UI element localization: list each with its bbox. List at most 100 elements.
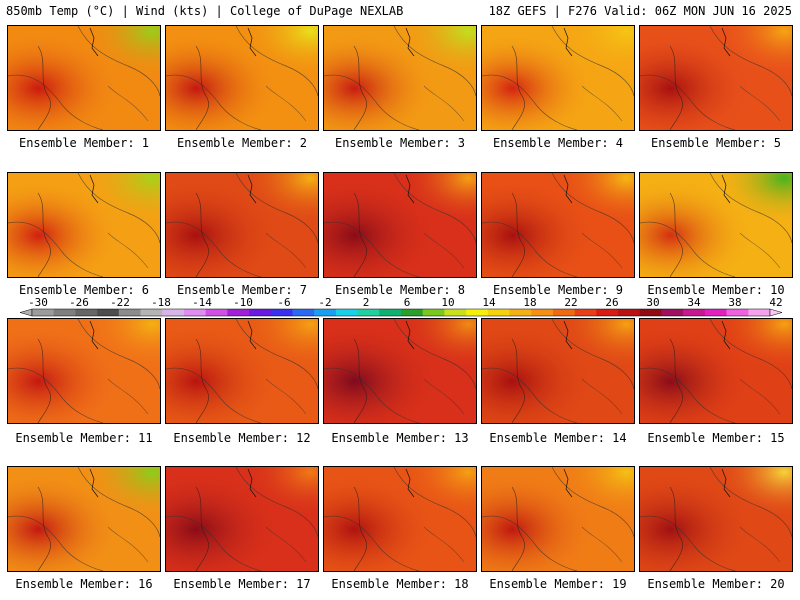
map-panel-3 xyxy=(323,25,477,131)
map-panel-2 xyxy=(165,25,319,131)
temperature-field xyxy=(324,173,476,277)
map-panel-18 xyxy=(323,466,477,572)
colorbar-segment xyxy=(162,309,185,316)
map-panel-17 xyxy=(165,466,319,572)
colorbar-segment xyxy=(75,309,98,316)
temperature-field xyxy=(166,467,318,571)
temperature-field xyxy=(640,26,792,130)
colorbar-tick-label: 30 xyxy=(646,296,659,309)
temperature-field xyxy=(8,26,160,130)
title-left: 850mb Temp (°C) | Wind (kts) | College o… xyxy=(6,4,404,18)
colorbar-segment xyxy=(704,309,727,316)
map-panel-14 xyxy=(481,318,635,424)
colorbar-tick-label: 34 xyxy=(687,296,701,309)
map-panel-16 xyxy=(7,466,161,572)
colorbar-tick-label: 42 xyxy=(769,296,782,309)
colorbar-segment xyxy=(748,309,771,316)
colorbar-segment xyxy=(357,309,380,316)
ensemble-member-label: Ensemble Member: 6 xyxy=(18,283,150,297)
map-panel-1 xyxy=(7,25,161,131)
map-panel-10 xyxy=(639,172,793,278)
colorbar-segment xyxy=(227,309,250,316)
ensemble-member-label: Ensemble Member: 20 xyxy=(647,577,785,591)
temperature-field xyxy=(324,319,476,423)
temperature-field xyxy=(640,173,792,277)
temperature-field xyxy=(640,467,792,571)
colorbar-segment xyxy=(249,309,272,316)
colorbar-segment xyxy=(618,309,641,316)
colorbar-segment xyxy=(444,309,467,316)
map-panel-11 xyxy=(7,318,161,424)
ensemble-member-label: Ensemble Member: 18 xyxy=(331,577,469,591)
colorbar-segment xyxy=(726,309,749,316)
map-panel-20 xyxy=(639,466,793,572)
colorbar-segment xyxy=(509,309,532,316)
colorbar-segment xyxy=(118,309,141,316)
colorbar-tick-label: -22 xyxy=(110,296,130,309)
temperature-field xyxy=(324,26,476,130)
colorbar-segment xyxy=(531,309,554,316)
colorbar-tick-label: -10 xyxy=(233,296,253,309)
ensemble-member-label: Ensemble Member: 19 xyxy=(489,577,627,591)
map-panel-5 xyxy=(639,25,793,131)
map-panel-12 xyxy=(165,318,319,424)
ensemble-member-label: Ensemble Member: 3 xyxy=(334,136,466,150)
temperature-field xyxy=(166,26,318,130)
colorbar-tick-label: 26 xyxy=(605,296,618,309)
colorbar-tick-label: 14 xyxy=(482,296,496,309)
colorbar-tick-label: -14 xyxy=(192,296,212,309)
ensemble-member-label: Ensemble Member: 17 xyxy=(173,577,311,591)
colorbar-segment xyxy=(552,309,575,316)
colorbar-segment xyxy=(140,309,163,316)
colorbar-segment xyxy=(32,309,55,316)
colorbar-segment xyxy=(53,309,76,316)
ensemble-member-label: Ensemble Member: 10 xyxy=(647,283,785,297)
colorbar-segment xyxy=(335,309,358,316)
temperature-field xyxy=(8,173,160,277)
colorbar-segment xyxy=(270,309,293,316)
ensemble-member-label: Ensemble Member: 16 xyxy=(15,577,153,591)
colorbar-segment xyxy=(574,309,597,316)
ensemble-member-label: Ensemble Member: 4 xyxy=(492,136,624,150)
temperature-field xyxy=(482,26,634,130)
colorbar-segment xyxy=(596,309,619,316)
ensemble-member-label: Ensemble Member: 8 xyxy=(334,283,466,297)
temperature-field xyxy=(640,319,792,423)
colorbar-tick-label: -2 xyxy=(318,296,331,309)
colorbar-tick-label: -6 xyxy=(277,296,290,309)
colorbar-segment xyxy=(292,309,315,316)
map-panel-8 xyxy=(323,172,477,278)
colorbar-segment xyxy=(466,309,489,316)
temperature-field xyxy=(8,319,160,423)
ensemble-member-label: Ensemble Member: 11 xyxy=(15,431,153,445)
ensemble-member-label: Ensemble Member: 13 xyxy=(331,431,469,445)
map-panel-13 xyxy=(323,318,477,424)
colorbar-segment xyxy=(205,309,228,316)
title-right: 18Z GEFS | F276 Valid: 06Z MON JUN 16 20… xyxy=(488,4,792,18)
colorbar-segment xyxy=(683,309,706,316)
map-panel-9 xyxy=(481,172,635,278)
temperature-field xyxy=(166,173,318,277)
map-panel-6 xyxy=(7,172,161,278)
ensemble-member-label: Ensemble Member: 7 xyxy=(176,283,308,297)
colorbar-segment xyxy=(379,309,402,316)
colorbar-tick-label: -18 xyxy=(151,296,171,309)
ensemble-member-label: Ensemble Member: 12 xyxy=(173,431,311,445)
colorbar-segment xyxy=(183,309,206,316)
ensemble-member-label: Ensemble Member: 15 xyxy=(647,431,785,445)
colorbar-segment xyxy=(97,309,120,316)
ensemble-member-label: Ensemble Member: 9 xyxy=(492,283,624,297)
colorbar-tick-label: 10 xyxy=(441,296,454,309)
colorbar-tick-label: 18 xyxy=(523,296,536,309)
colorbar-segment xyxy=(639,309,662,316)
colorbar-segment xyxy=(314,309,337,316)
map-panel-15 xyxy=(639,318,793,424)
ensemble-member-label: Ensemble Member: 1 xyxy=(18,136,150,150)
temperature-field xyxy=(482,319,634,423)
ensemble-member-label: Ensemble Member: 5 xyxy=(650,136,782,150)
colorbar-left-arrow xyxy=(19,308,33,317)
ensemble-member-label: Ensemble Member: 2 xyxy=(176,136,308,150)
map-panel-7 xyxy=(165,172,319,278)
colorbar-segment xyxy=(401,309,424,316)
colorbar-tick-label: -26 xyxy=(69,296,89,309)
